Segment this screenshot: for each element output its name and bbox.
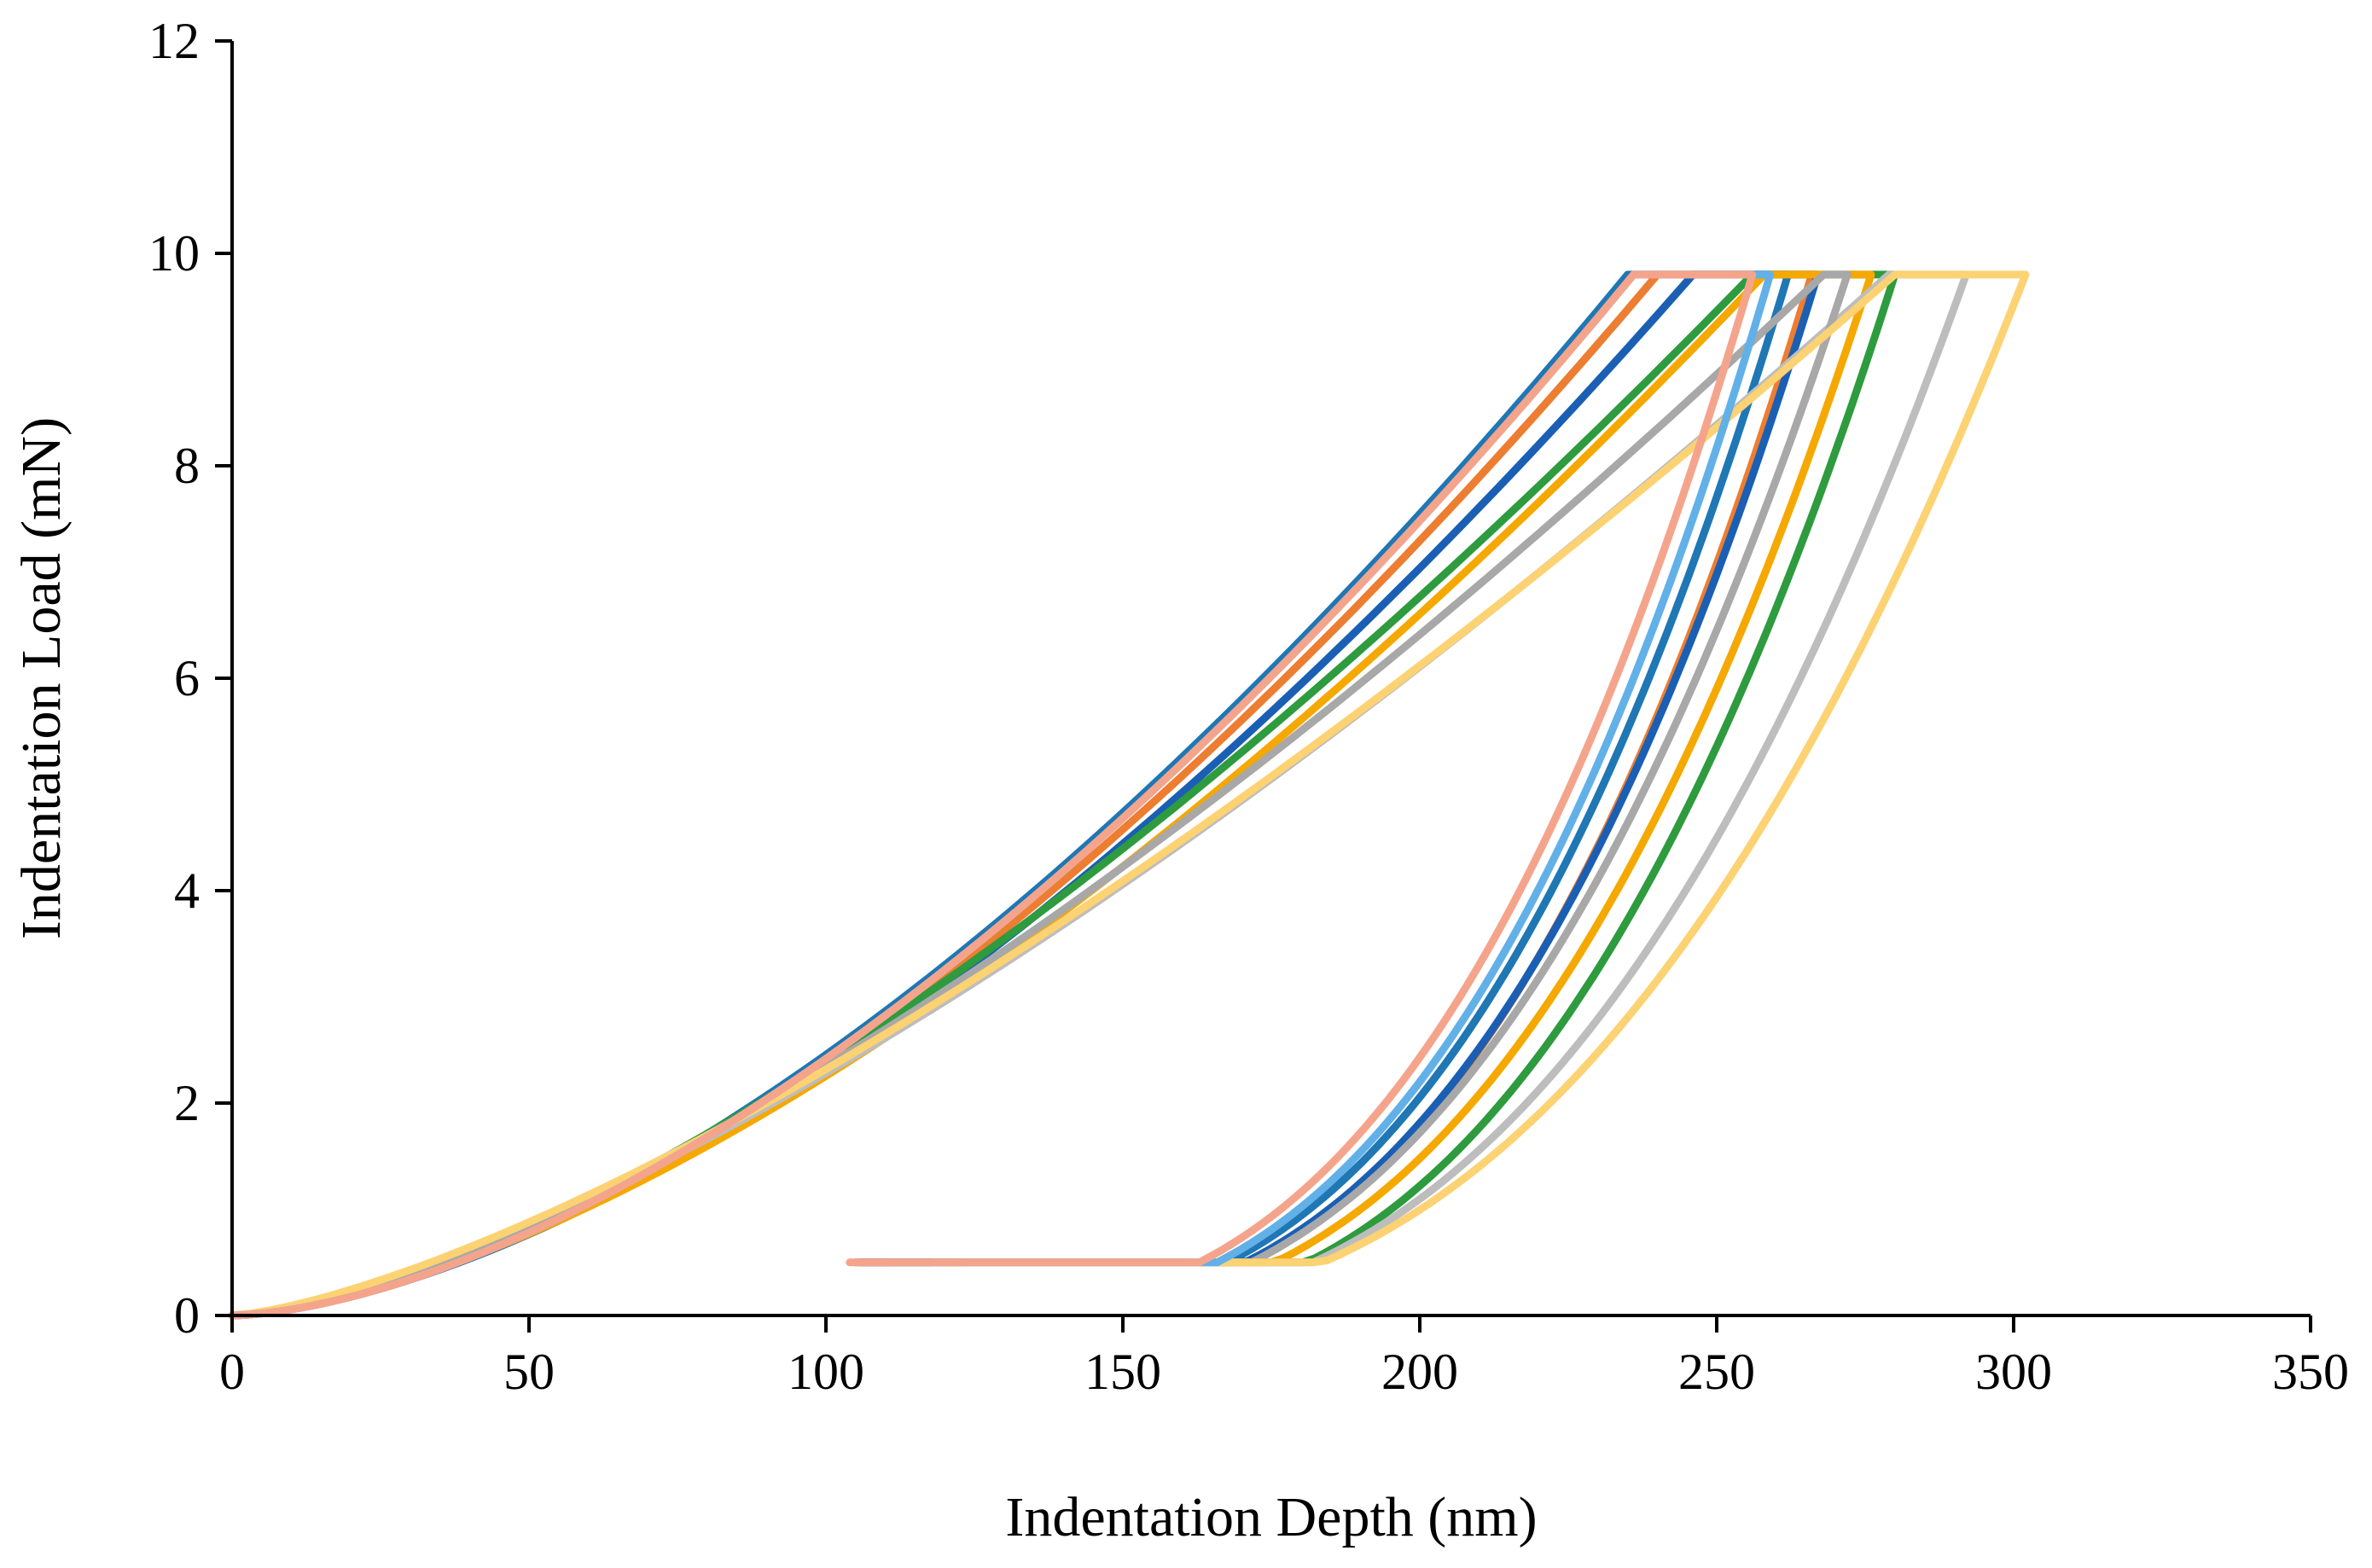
y-tick-label: 8 bbox=[174, 438, 200, 494]
x-tick-label: 50 bbox=[503, 1344, 555, 1400]
series-line-curve-9 bbox=[228, 270, 1775, 1320]
x-tick-label: 100 bbox=[788, 1344, 864, 1400]
y-tick-label: 12 bbox=[148, 13, 200, 69]
y-tick-label: 10 bbox=[148, 225, 200, 282]
y-tick-label: 6 bbox=[174, 650, 200, 706]
x-tick-label: 200 bbox=[1381, 1344, 1458, 1400]
ticks: 0 50 100 150 200 250 300 350 0 2 4 6 8 10 12 bbox=[148, 13, 2349, 1400]
series-line-curve-2 bbox=[228, 270, 1816, 1320]
y-tick-label: 2 bbox=[174, 1075, 200, 1131]
x-tick-label: 300 bbox=[1975, 1344, 2052, 1400]
y-axis-title: Indentation Load (mN) bbox=[10, 417, 73, 939]
plot-area bbox=[228, 270, 2030, 1320]
x-tick-label: 250 bbox=[1678, 1344, 1755, 1400]
y-tick-label: 4 bbox=[174, 862, 200, 919]
series-line-curve-10 bbox=[228, 270, 1757, 1320]
y-tick-label: 0 bbox=[174, 1287, 200, 1344]
x-axis-title: Indentation Depth (nm) bbox=[1005, 1486, 1537, 1548]
series-line-curve-5 bbox=[228, 270, 1875, 1320]
series-line-curve-8 bbox=[228, 270, 2030, 1320]
series-line-curve-7 bbox=[228, 270, 1852, 1320]
x-tick-label: 150 bbox=[1084, 1344, 1161, 1400]
x-tick-label: 0 bbox=[219, 1344, 245, 1400]
x-tick-label: 350 bbox=[2272, 1344, 2349, 1400]
